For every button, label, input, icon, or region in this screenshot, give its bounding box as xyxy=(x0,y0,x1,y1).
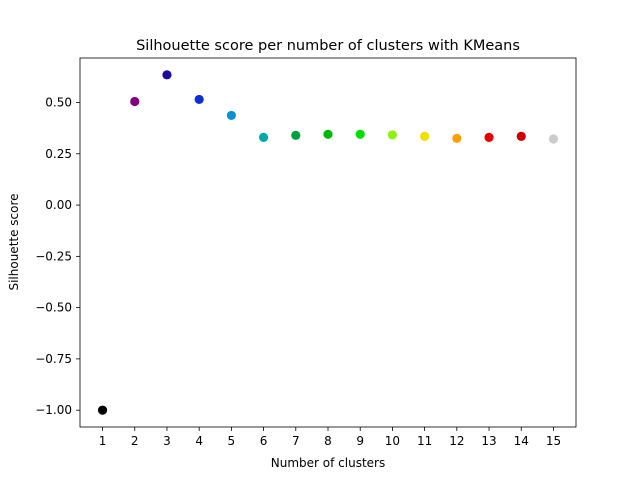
chart-title: Silhouette score per number of clusters … xyxy=(136,38,520,54)
x-tick-label: 14 xyxy=(514,434,529,448)
y-axis-label: Silhouette score xyxy=(7,193,21,290)
data-point xyxy=(387,130,398,140)
x-tick-label: 2 xyxy=(131,434,139,448)
x-tick-label: 4 xyxy=(195,434,203,448)
x-tick-label: 13 xyxy=(481,434,496,448)
data-point xyxy=(194,94,204,105)
data-point xyxy=(130,96,140,107)
data-point xyxy=(258,132,269,142)
data-point xyxy=(420,131,430,141)
y-tick-label: 0.00 xyxy=(45,198,72,212)
plot-area xyxy=(79,57,577,428)
y-axis-ticks: −1.00 −0.75 −0.50 −0.25 0.00 0.25 0.50 xyxy=(35,96,80,417)
y-tick-label: −0.75 xyxy=(35,352,72,366)
y-tick-label: 0.50 xyxy=(45,96,72,110)
data-point xyxy=(516,131,526,141)
data-point xyxy=(323,129,333,139)
data-point xyxy=(226,110,236,121)
data-point xyxy=(484,132,494,142)
data-point xyxy=(548,134,559,144)
x-tick-label: 15 xyxy=(546,434,561,448)
x-tick-label: 3 xyxy=(163,434,171,448)
data-point xyxy=(355,129,365,139)
x-tick-label: 6 xyxy=(260,434,268,448)
x-tick-label: 8 xyxy=(324,434,332,448)
y-tick-label: −0.50 xyxy=(35,301,72,315)
x-tick-label: 12 xyxy=(449,434,464,448)
x-tick-label: 1 xyxy=(99,434,107,448)
data-points xyxy=(97,70,559,415)
data-point xyxy=(452,133,462,144)
x-tick-label: 10 xyxy=(385,434,400,448)
data-point xyxy=(162,70,172,80)
y-tick-label: −1.00 xyxy=(35,403,72,417)
x-tick-label: 7 xyxy=(292,434,300,448)
data-point xyxy=(97,405,108,415)
y-tick-label: −0.25 xyxy=(35,249,72,263)
data-point xyxy=(291,130,301,140)
x-tick-label: 11 xyxy=(417,434,432,448)
x-axis-label: Number of clusters xyxy=(271,456,385,470)
x-tick-label: 9 xyxy=(356,434,364,448)
y-tick-label: 0.25 xyxy=(45,147,72,161)
x-axis-ticks: 1 2 3 4 5 6 7 8 9 10 11 12 13 14 15 xyxy=(99,427,561,448)
x-tick-label: 5 xyxy=(228,434,236,448)
